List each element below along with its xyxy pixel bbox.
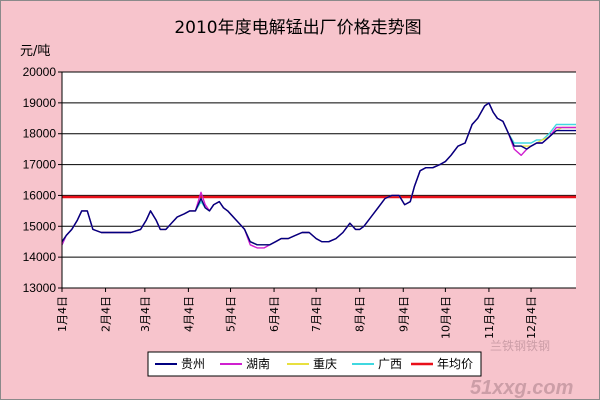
x-tick-label: 9月4日 bbox=[397, 296, 410, 332]
x-tick-label: 7月4日 bbox=[310, 296, 323, 332]
chart-title: 2010年度电解锰出厂价格走势图 bbox=[174, 18, 421, 38]
series-layer bbox=[61, 102, 576, 249]
legend-label-2: 重庆 bbox=[313, 357, 337, 371]
watermark-text: 51xxg.com bbox=[470, 377, 573, 399]
x-tick-label: 12月4日 bbox=[525, 296, 538, 339]
x-tick-label: 8月4日 bbox=[354, 296, 367, 332]
x-tick-label: 10月4日 bbox=[439, 296, 452, 339]
x-tick-label: 5月4日 bbox=[225, 296, 238, 332]
y-axis-unit-label: 元/吨 bbox=[20, 44, 50, 59]
y-tick-label: 15000 bbox=[23, 219, 57, 233]
y-tick-label: 17000 bbox=[23, 158, 57, 172]
y-tick-label: 18000 bbox=[23, 127, 57, 141]
legend-label-0: 贵州 bbox=[181, 357, 205, 371]
y-tick-label: 19000 bbox=[23, 96, 57, 110]
x-tick-label: 2月4日 bbox=[100, 296, 113, 332]
y-axis-ticks: 13000 14000 15000 16000 17000 18000 19000 20000 bbox=[23, 65, 62, 295]
y-tick-label: 13000 bbox=[23, 281, 57, 295]
x-tick-label: 1月4日 bbox=[56, 296, 69, 332]
x-tick-label: 6月4日 bbox=[268, 296, 281, 332]
x-tick-label: 4月4日 bbox=[182, 296, 195, 332]
x-tick-label: 3月4日 bbox=[139, 296, 152, 332]
y-tick-label: 14000 bbox=[23, 250, 57, 264]
x-axis-ticks: 1月4日 2月4日 3月4日 4月4日 5月4日 6月4日 7月4日 8月4日 9月4日 10月4… bbox=[56, 288, 538, 339]
legend-label-4: 年均价 bbox=[437, 357, 473, 371]
watermark: 51xxg.com 兰铁钢铁钢 bbox=[470, 339, 573, 399]
watermark-cn-text: 兰铁钢铁钢 bbox=[490, 339, 550, 353]
x-tick-label: 11月4日 bbox=[483, 296, 496, 339]
legend: 贵州 湖南 重庆 广西 年均价 bbox=[147, 351, 482, 377]
series-line-0 bbox=[61, 102, 576, 246]
y-tick-label: 16000 bbox=[23, 188, 57, 202]
legend-label-1: 湖南 bbox=[246, 356, 270, 371]
y-tick-label: 20000 bbox=[23, 65, 57, 79]
legend-label-3: 广西 bbox=[378, 357, 402, 371]
gridlines bbox=[62, 71, 576, 258]
plot-area bbox=[62, 72, 576, 288]
